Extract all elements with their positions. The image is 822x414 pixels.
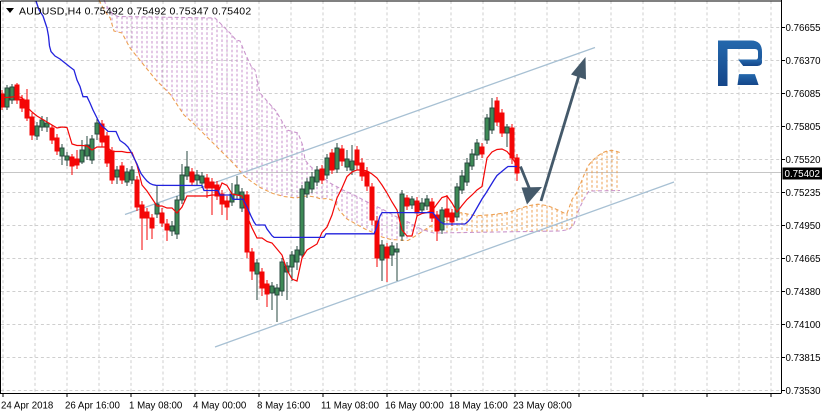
svg-text:0.76085: 0.76085: [786, 89, 821, 100]
svg-text:8 May 16:00: 8 May 16:00: [257, 401, 311, 412]
svg-text:11 May 08:00: 11 May 08:00: [321, 401, 380, 412]
svg-text:AUDUSD,H4 0.75492 0.75492 0.7: AUDUSD,H4 0.75492 0.75492 0.75347 0.7540…: [19, 6, 251, 18]
svg-text:0.75520: 0.75520: [786, 155, 822, 166]
svg-text:0.74100: 0.74100: [786, 320, 822, 331]
svg-text:0.74380: 0.74380: [786, 287, 822, 298]
svg-text:0.75235: 0.75235: [786, 188, 821, 199]
svg-text:0.73530: 0.73530: [786, 386, 822, 397]
svg-text:0.76370: 0.76370: [786, 56, 822, 67]
svg-text:4 May 00:00: 4 May 00:00: [193, 401, 247, 412]
svg-text:0.76655: 0.76655: [786, 23, 821, 34]
svg-text:0.74665: 0.74665: [786, 254, 821, 265]
svg-text:0.75402: 0.75402: [785, 169, 820, 180]
svg-text:24 Apr 2018: 24 Apr 2018: [1, 401, 53, 412]
svg-text:0.75805: 0.75805: [786, 122, 821, 133]
svg-text:0.73815: 0.73815: [786, 353, 821, 364]
svg-text:26 Apr 16:00: 26 Apr 16:00: [65, 401, 121, 412]
svg-text:16 May 00:00: 16 May 00:00: [385, 401, 444, 412]
svg-text:1 May 08:00: 1 May 08:00: [129, 401, 183, 412]
svg-text:0.74950: 0.74950: [786, 221, 822, 232]
svg-text:23 May 08:00: 23 May 08:00: [513, 401, 572, 412]
svg-text:18 May 16:00: 18 May 16:00: [449, 401, 508, 412]
